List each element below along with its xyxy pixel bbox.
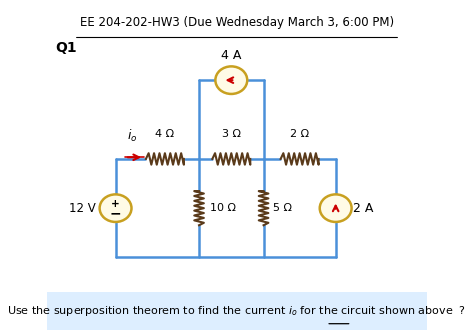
Circle shape	[215, 67, 247, 94]
Text: 2 A: 2 A	[353, 202, 373, 215]
Text: +: +	[111, 199, 120, 209]
Text: $i_o$: $i_o$	[127, 128, 137, 144]
Text: 5 Ω: 5 Ω	[273, 203, 292, 213]
Text: 12 V: 12 V	[69, 202, 96, 215]
Text: Q1: Q1	[55, 41, 76, 55]
Text: −: −	[110, 207, 121, 220]
Text: 3 Ω: 3 Ω	[222, 129, 241, 139]
FancyBboxPatch shape	[47, 292, 427, 330]
Text: EE 204-202-HW3 (Due Wednesday March 3, 6:00 PM): EE 204-202-HW3 (Due Wednesday March 3, 6…	[80, 16, 394, 29]
Circle shape	[320, 194, 352, 222]
Text: 4 A: 4 A	[221, 49, 241, 62]
Text: 4 Ω: 4 Ω	[155, 129, 174, 139]
Circle shape	[100, 194, 131, 222]
Text: 10 Ω: 10 Ω	[210, 203, 237, 213]
Text: Use the superposition theorem to find the current $\it{i}_o$ for the circuit sho: Use the superposition theorem to find th…	[8, 304, 466, 318]
Text: 2 Ω: 2 Ω	[290, 129, 309, 139]
